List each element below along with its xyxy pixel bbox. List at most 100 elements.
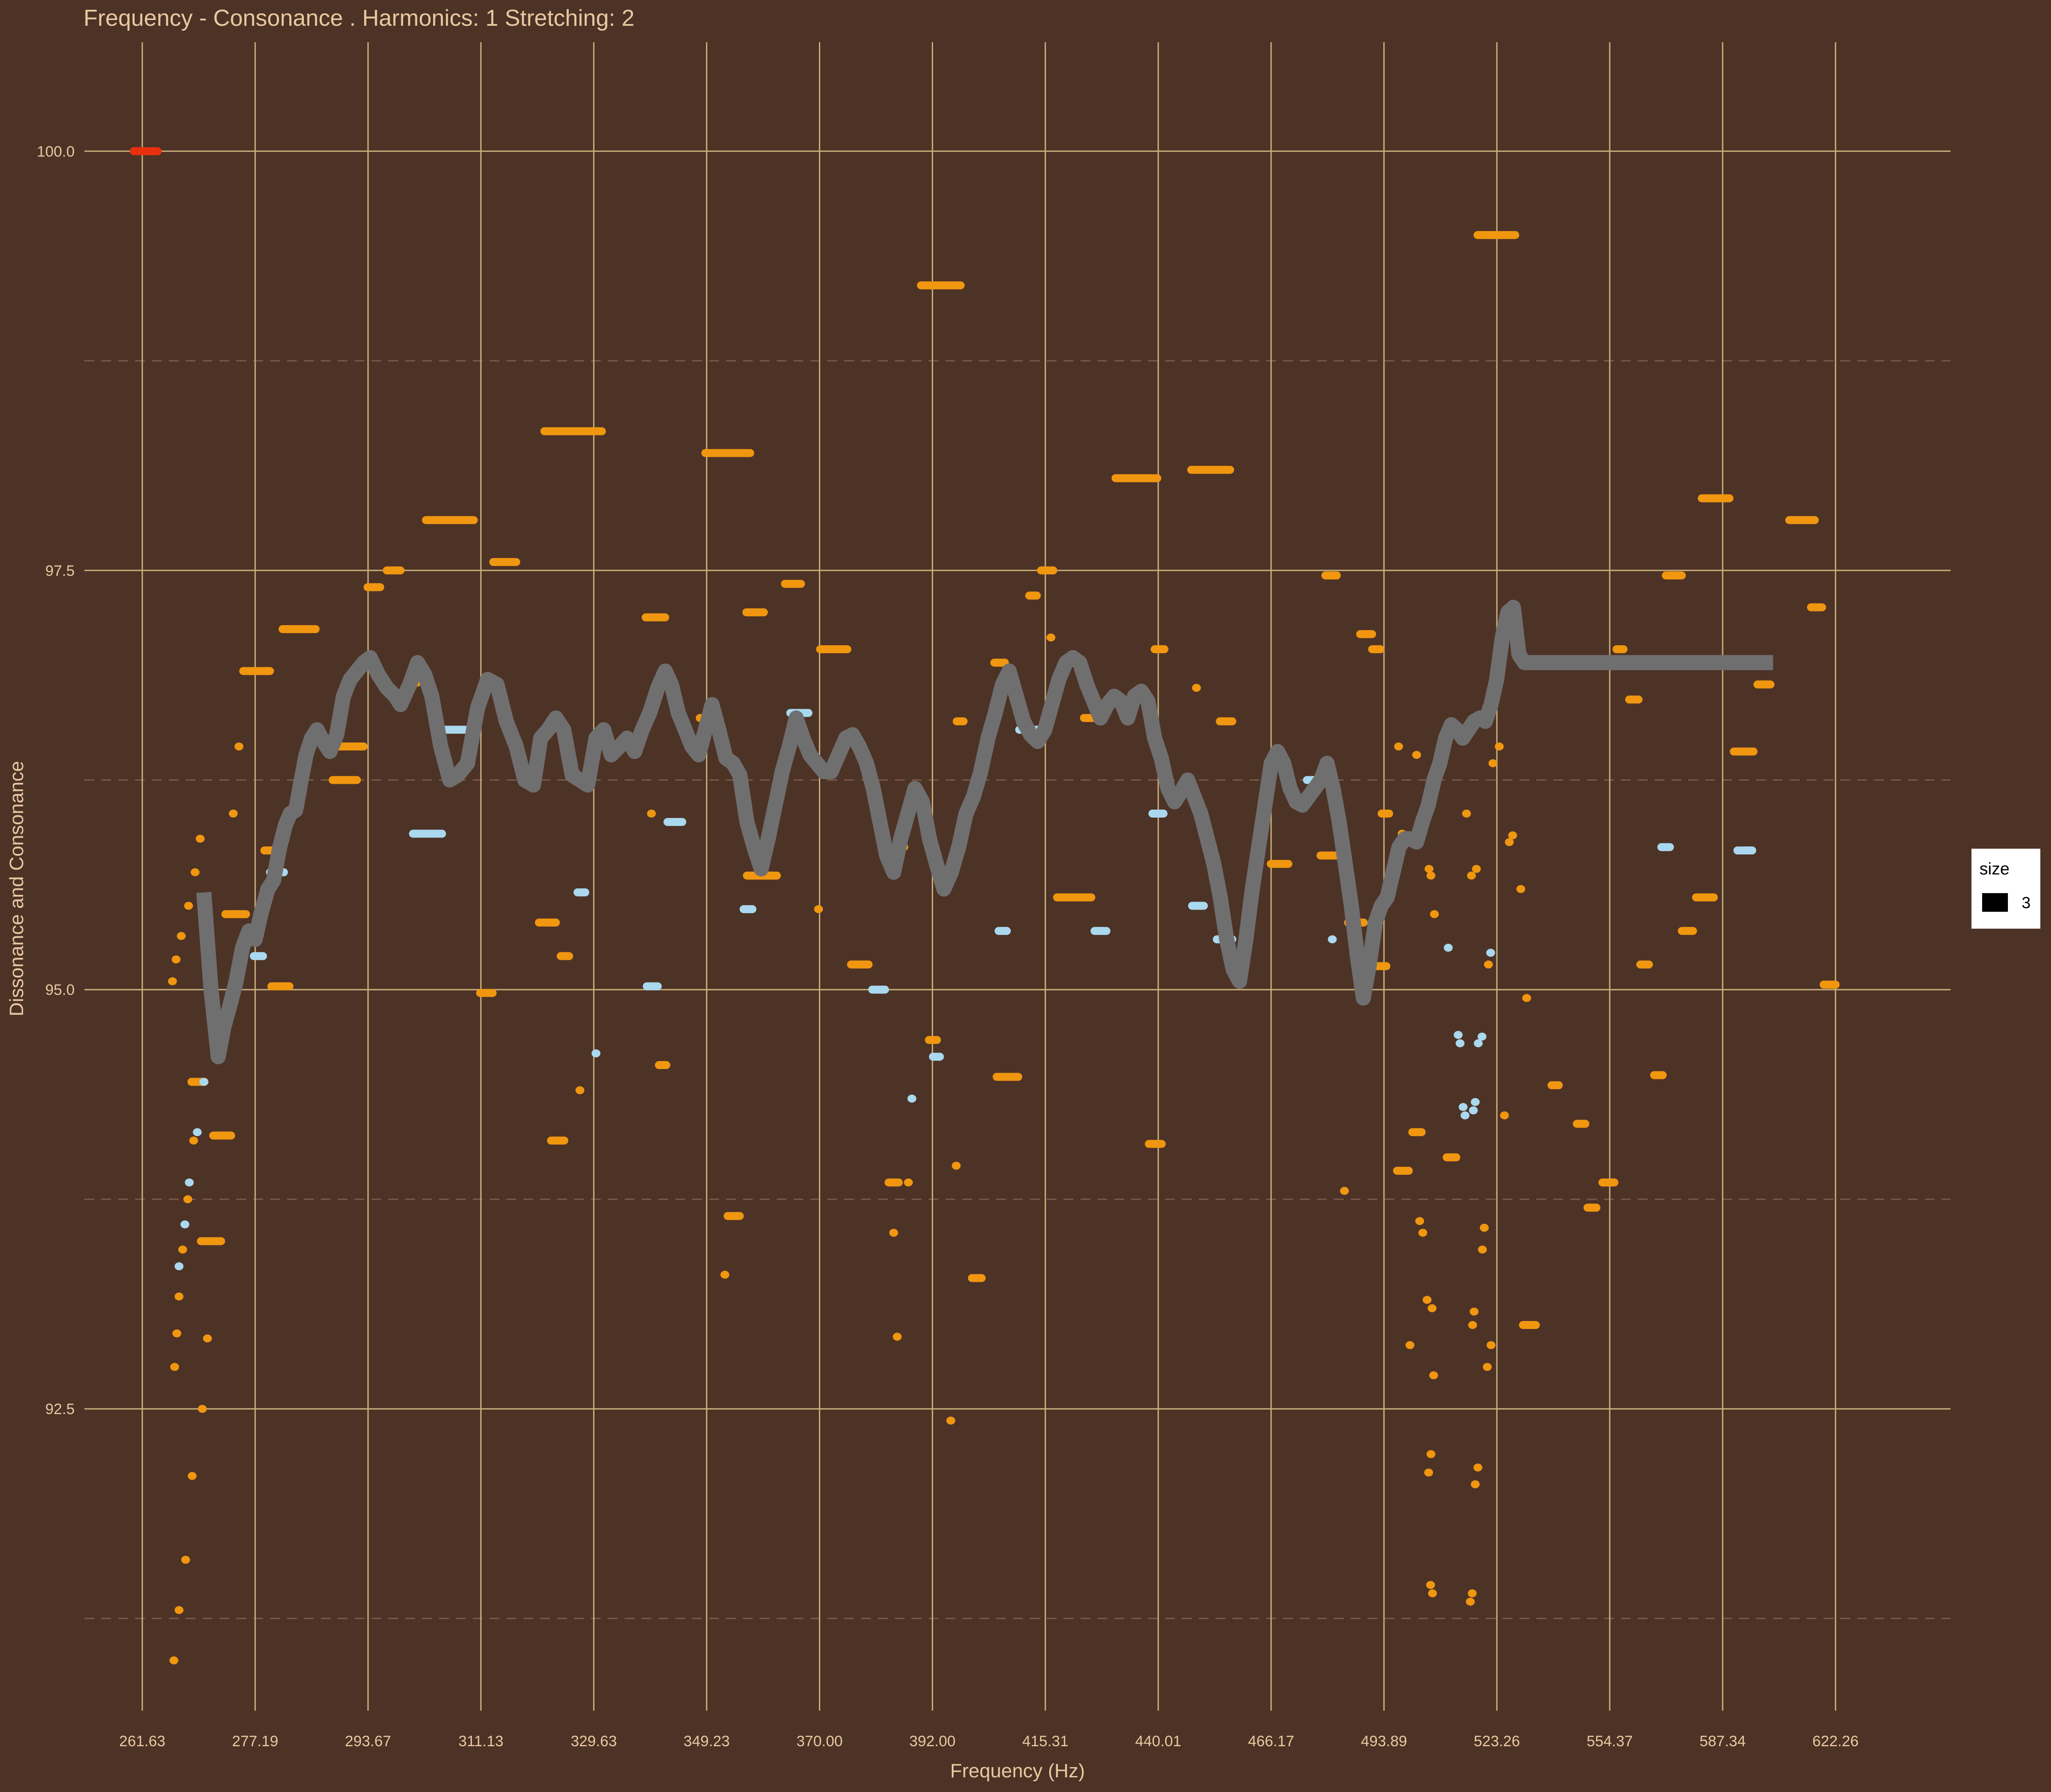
orange-point (178, 1245, 188, 1254)
orange-point (1405, 1341, 1415, 1349)
lightblue-point (1460, 1111, 1470, 1120)
x-tick-label: 277.19 (232, 1733, 278, 1750)
y-tick-label: 95.0 (45, 982, 75, 998)
orange-point (191, 868, 200, 877)
orange-point (1340, 1187, 1349, 1195)
orange-point (198, 1405, 207, 1413)
x-tick-label: 370.00 (797, 1733, 843, 1750)
x-tick-label: 261.63 (119, 1733, 165, 1750)
orange-point (952, 1161, 961, 1170)
orange-point (1424, 1469, 1433, 1477)
orange-point (1415, 1217, 1425, 1225)
orange-point (1425, 865, 1434, 873)
x-tick-label: 329.63 (571, 1733, 617, 1750)
lightblue-point (1473, 1039, 1483, 1047)
consonance-curve (196, 599, 1776, 1065)
consonance-line (196, 599, 1776, 1065)
orange-point (889, 1229, 898, 1237)
x-tick-label: 493.89 (1361, 1733, 1407, 1750)
orange-point (1466, 1597, 1475, 1606)
axes: 92.5 95.0 97.5 100.0 261.63 277.19 293.67 311.1… (37, 143, 1859, 1750)
orange-point (1394, 742, 1403, 751)
orange-point (1495, 742, 1504, 751)
orange-point (1504, 838, 1514, 846)
orange-point (720, 1270, 730, 1279)
lightblue-point (1468, 1106, 1478, 1114)
orange-point (1468, 1321, 1477, 1329)
orange-point (1473, 1463, 1483, 1472)
orange-point (1426, 1580, 1435, 1589)
lightblue-point (1453, 1031, 1463, 1039)
lightblue-point (1486, 949, 1495, 957)
y-axis-label: Dissonance and Consonance (6, 761, 28, 1017)
orange-point (1462, 809, 1471, 818)
y-tick-label: 97.5 (45, 563, 75, 579)
y-tick-label: 92.5 (45, 1401, 75, 1418)
lightblue-point (192, 1128, 202, 1137)
orange-point (184, 902, 193, 910)
orange-point (203, 1334, 212, 1343)
orange-point (188, 1472, 197, 1480)
x-tick-label: 587.34 (1700, 1733, 1746, 1750)
orange-point (228, 809, 238, 818)
lightblue-point (1456, 1039, 1465, 1047)
lightblue-point (174, 1262, 184, 1270)
chart-title: Frequency - Consonance . Harmonics: 1 St… (84, 5, 634, 31)
orange-point (1483, 1363, 1492, 1371)
x-tick-label: 554.37 (1587, 1733, 1633, 1750)
x-tick-label: 311.13 (459, 1733, 503, 1750)
orange-point (170, 1363, 180, 1371)
orange-point (1484, 960, 1493, 969)
orange-point (176, 932, 186, 940)
y-tick-label: 100.0 (37, 143, 75, 160)
orange-point (575, 1086, 585, 1094)
orange-point (1522, 994, 1531, 1002)
orange-point (1428, 1589, 1437, 1597)
orange-point (1046, 633, 1056, 642)
orange-point (1426, 1450, 1436, 1458)
orange-point (181, 1556, 190, 1564)
legend-key-label: 3 (2022, 894, 2031, 912)
orange-point (1467, 871, 1476, 880)
orange-point (1478, 1245, 1487, 1254)
lightblue-point (1471, 1098, 1480, 1106)
orange-point (893, 1333, 902, 1341)
orange-point (904, 1178, 913, 1187)
lightblue-point (1444, 943, 1453, 952)
x-axis-label: Frequency (Hz) (950, 1760, 1085, 1782)
orange-point (1468, 1589, 1477, 1597)
lightblue-point (1477, 1032, 1487, 1041)
orange-point (1428, 1304, 1437, 1313)
orange-point (189, 1136, 198, 1145)
orange-point (1508, 831, 1517, 840)
orange-point (1412, 750, 1421, 759)
legend: size 3 (1971, 849, 2040, 929)
lightblue-point (184, 1178, 194, 1187)
lightblue-point (907, 1094, 917, 1103)
orange-point (1488, 759, 1497, 767)
orange-point (169, 1656, 179, 1664)
orange-point (168, 977, 177, 986)
orange-point (1429, 1371, 1438, 1380)
grid (84, 42, 1951, 1711)
orange-point (1516, 885, 1525, 893)
x-tick-label: 440.01 (1135, 1733, 1181, 1750)
legend-title: size (1979, 860, 2010, 878)
orange-point (172, 955, 181, 964)
orange-point (1192, 683, 1201, 692)
orange-point (946, 1417, 955, 1425)
lightblue-point (591, 1049, 601, 1058)
orange-point (1426, 871, 1436, 880)
orange-point (1422, 1296, 1432, 1304)
orange-point (183, 1195, 192, 1203)
orange-point (1469, 1307, 1479, 1316)
orange-point (1500, 1111, 1509, 1120)
orange-point (1480, 1224, 1489, 1232)
orange-point (1471, 1480, 1480, 1489)
orange-point (196, 834, 205, 843)
orange-point (647, 809, 656, 818)
orange-point (1418, 1229, 1428, 1237)
data-marks (130, 147, 1840, 1664)
